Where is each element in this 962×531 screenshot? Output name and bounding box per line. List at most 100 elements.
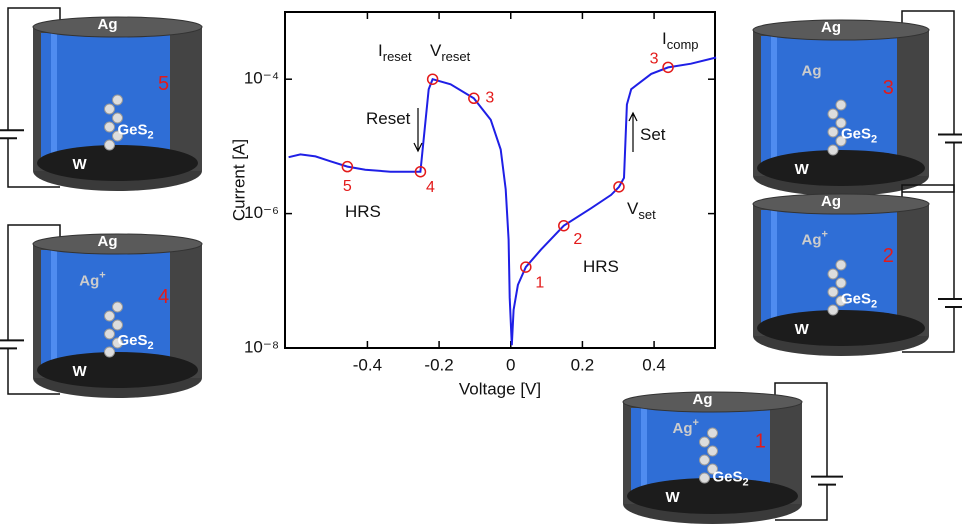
x-tick-label: 0.4 xyxy=(642,355,666,374)
ag-atom xyxy=(104,346,115,358)
step-number: 1 xyxy=(755,430,766,452)
iv-curve xyxy=(288,56,717,346)
annotation-text: HRS xyxy=(345,202,381,221)
electrolyte-sub: 2 xyxy=(871,298,877,310)
electrode-label: W xyxy=(666,489,681,506)
bottom-electrode xyxy=(757,150,925,186)
electrolyte-sub: 2 xyxy=(743,477,749,489)
x-tick-label: 0.2 xyxy=(571,355,595,374)
ag-atom xyxy=(827,268,839,280)
electrode-label: W xyxy=(73,363,88,380)
y-tick-label: 10⁻⁸ xyxy=(244,337,279,356)
electrolyte-edge xyxy=(641,408,647,494)
electrolyte-label: GeS2 xyxy=(118,332,154,352)
annotation: Icomp xyxy=(662,29,699,52)
electrolyte-label: GeS2 xyxy=(713,469,749,489)
top-electrode xyxy=(752,193,930,215)
ion-text: Ag xyxy=(673,420,693,437)
point-label: 3 xyxy=(485,90,494,107)
ag-atom xyxy=(835,135,847,147)
electrolyte-label: GeS2 xyxy=(841,290,877,310)
point-marker xyxy=(613,181,625,193)
set-arrow xyxy=(628,111,638,152)
electrolyte-edge xyxy=(771,36,777,166)
point-marker xyxy=(558,219,570,232)
annotation-sub: reset xyxy=(441,49,470,64)
electrolyte-edge xyxy=(771,210,777,326)
electrolyte-text: GeS xyxy=(713,469,743,486)
ag-atom xyxy=(699,472,710,484)
ag-atom xyxy=(827,286,839,298)
ag-atom xyxy=(112,319,123,331)
plot-frame xyxy=(284,11,716,349)
step-number: 4 xyxy=(158,286,169,308)
electrode-label: Ag xyxy=(821,19,841,36)
top-electrode xyxy=(752,19,930,41)
ag-atom xyxy=(104,139,115,151)
ag-atom xyxy=(104,310,115,322)
ag-atom xyxy=(104,328,115,340)
electrolyte-text: GeS xyxy=(118,121,148,138)
annotation-text: I xyxy=(662,29,667,48)
electrolyte-sub: 2 xyxy=(148,340,154,352)
ag-atom xyxy=(112,130,123,142)
annotation: Ireset xyxy=(378,41,412,64)
y-tick-label: 10⁻⁴ xyxy=(244,69,279,88)
point-marker xyxy=(662,61,674,74)
point-marker xyxy=(468,92,480,105)
ag-atom xyxy=(112,337,123,349)
circuit-wire xyxy=(901,184,955,353)
point-label: 4 xyxy=(426,179,435,196)
annotation: Vreset xyxy=(430,41,471,64)
annotation-text: HRS xyxy=(583,257,619,276)
electrolyte-edge xyxy=(51,250,57,368)
ion-label: Ag xyxy=(802,62,822,79)
step-number: 5 xyxy=(158,73,169,95)
ag-atom xyxy=(112,301,123,313)
ion-label: Ag+ xyxy=(79,269,105,289)
step-number: 2 xyxy=(883,245,894,267)
x-tick-label: -0.2 xyxy=(424,355,453,374)
bottom-electrode xyxy=(627,478,798,514)
annotation-sub: set xyxy=(638,207,656,222)
bottom-electrode xyxy=(757,310,925,346)
annotation: Set xyxy=(640,125,666,144)
electrolyte-text: GeS xyxy=(118,332,148,349)
point-marker xyxy=(426,73,439,85)
ag-atom xyxy=(112,94,123,106)
ion-text: Ag xyxy=(802,62,822,79)
ag-atom xyxy=(827,144,839,156)
ag-atom xyxy=(835,277,847,289)
ion-sup: + xyxy=(693,417,699,429)
electrolyte-text: GeS xyxy=(841,126,871,143)
ag-atom xyxy=(835,99,847,111)
electrode-label: W xyxy=(795,161,810,178)
ag-atom xyxy=(707,427,718,439)
annotation-text: V xyxy=(627,199,639,218)
annotation: Vset xyxy=(627,199,656,222)
x-tick-label: 0 xyxy=(506,355,515,374)
ag-atom xyxy=(104,103,115,115)
point-label: 3 xyxy=(650,51,659,68)
ag-atom xyxy=(104,121,115,133)
electrolyte-sub: 2 xyxy=(148,129,154,141)
point-label: 1 xyxy=(535,274,544,291)
ag-atom xyxy=(835,295,847,307)
ion-label: Ag+ xyxy=(673,417,699,437)
electrode-label: Ag xyxy=(821,193,841,210)
annotation-sub: reset xyxy=(383,49,412,64)
circuit-wire xyxy=(7,7,61,188)
ag-atom xyxy=(827,108,839,120)
ion-sup: + xyxy=(822,229,828,241)
ag-atom xyxy=(112,112,123,124)
point-label: 2 xyxy=(573,231,582,248)
electrode-label: Ag xyxy=(98,16,118,33)
point-marker xyxy=(520,261,532,273)
y-axis-label: Current [A] xyxy=(229,139,248,221)
ion-text: Ag xyxy=(79,272,99,289)
device-cell: Ag Ag GeS2 W 3 xyxy=(752,10,962,196)
bottom-electrode xyxy=(37,145,198,181)
